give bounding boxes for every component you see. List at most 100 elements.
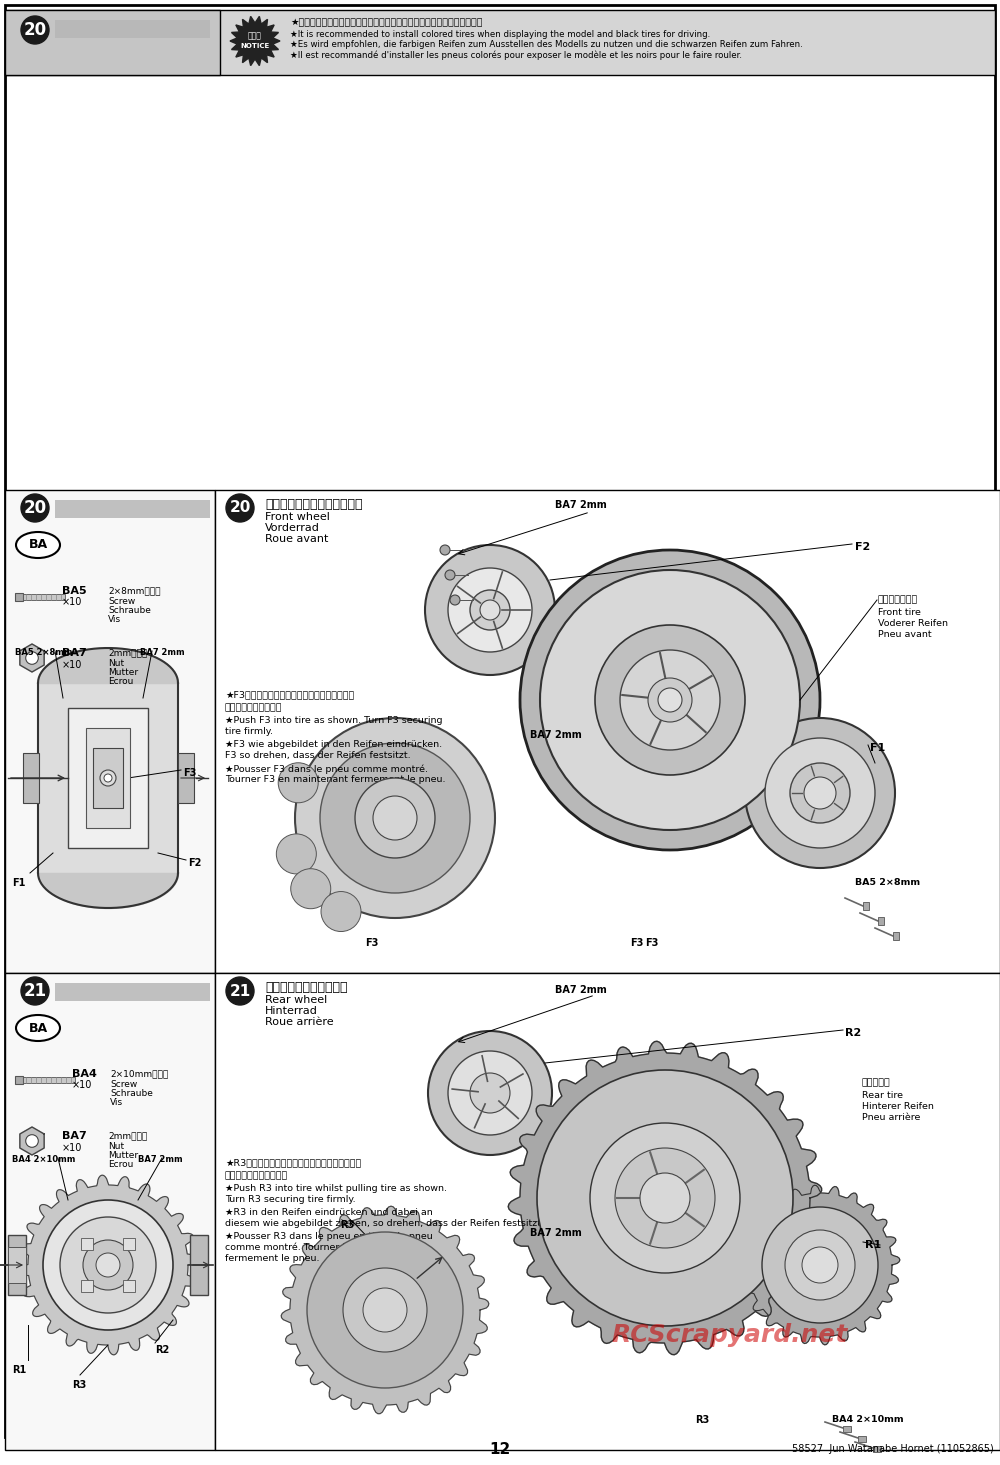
Circle shape	[790, 763, 850, 823]
Bar	[5, 10, 220, 75]
Circle shape	[276, 834, 316, 875]
Bar	[86, 728, 130, 828]
Circle shape	[440, 545, 450, 555]
Text: BA4 2×10mm: BA4 2×10mm	[12, 1154, 75, 1165]
Text: 21: 21	[229, 983, 251, 999]
Text: F3: F3	[183, 768, 196, 778]
Text: Screw: Screw	[108, 598, 135, 607]
Ellipse shape	[16, 532, 60, 558]
Text: リヤタイヤ: リヤタイヤ	[862, 1078, 891, 1087]
Circle shape	[83, 1239, 133, 1291]
Text: BA7 2mm: BA7 2mm	[530, 730, 582, 740]
Text: フロントタイヤ: フロントタイヤ	[878, 595, 918, 604]
Circle shape	[470, 1072, 510, 1113]
Text: ★Pousser F3 dans le pneu comme montré.: ★Pousser F3 dans le pneu comme montré.	[225, 765, 428, 774]
Text: Rear wheel: Rear wheel	[265, 995, 327, 1005]
Bar	[863, 902, 869, 910]
Circle shape	[590, 1124, 740, 1273]
Bar	[23, 593, 65, 601]
Text: Rear tire: Rear tire	[862, 1091, 903, 1100]
Bar	[843, 1425, 851, 1431]
Circle shape	[291, 869, 331, 908]
Text: BA7 2mm: BA7 2mm	[555, 500, 607, 510]
Text: フロントホイールの組み立て: フロントホイールの組み立て	[265, 498, 362, 511]
Circle shape	[321, 892, 361, 932]
Text: R1: R1	[865, 1239, 881, 1250]
Text: Vis: Vis	[110, 1097, 123, 1108]
Text: R2: R2	[155, 1345, 169, 1355]
Text: BA5 2×8mm: BA5 2×8mm	[15, 648, 72, 656]
Text: 58527  Jun Watanabe Hornet (11052865): 58527 Jun Watanabe Hornet (11052865)	[792, 1444, 994, 1453]
Text: ★Es wird empfohlen, die farbigen Reifen zum Ausstellen des Modells zu nutzen und: ★Es wird empfohlen, die farbigen Reifen …	[290, 40, 803, 48]
Text: し込み、ひねります。: し込み、ひねります。	[225, 703, 283, 712]
Circle shape	[450, 595, 460, 605]
Circle shape	[26, 652, 38, 664]
Circle shape	[295, 718, 495, 919]
Bar	[123, 1238, 135, 1250]
Bar	[15, 1075, 23, 1084]
Circle shape	[445, 570, 455, 580]
Circle shape	[448, 568, 532, 652]
Text: ★Push F3 into tire as shown. Turn F3 securing: ★Push F3 into tire as shown. Turn F3 sec…	[225, 716, 442, 725]
Circle shape	[373, 795, 417, 839]
Text: F2: F2	[188, 858, 201, 867]
Bar	[55, 21, 210, 38]
Text: Roue arrière: Roue arrière	[265, 1017, 334, 1027]
Text: ★F3 wie abgebildet in den Reifen eindrücken.: ★F3 wie abgebildet in den Reifen eindrüc…	[225, 740, 442, 749]
Bar	[55, 500, 210, 519]
Circle shape	[762, 1207, 878, 1323]
Bar	[81, 1280, 93, 1292]
Text: Vorderrad: Vorderrad	[265, 523, 320, 533]
Bar	[5, 489, 215, 973]
Text: 2×8mm丸ビス: 2×8mm丸ビス	[108, 586, 160, 595]
Text: ×10: ×10	[62, 1143, 82, 1153]
Text: BA5: BA5	[62, 586, 87, 596]
Circle shape	[745, 718, 895, 867]
Circle shape	[658, 689, 682, 712]
Circle shape	[104, 774, 112, 782]
Text: Mutter: Mutter	[108, 668, 138, 677]
Circle shape	[355, 778, 435, 858]
Text: Nut: Nut	[108, 659, 124, 668]
Text: BA7 2mm: BA7 2mm	[530, 1228, 582, 1238]
Text: 20: 20	[23, 21, 47, 40]
Text: BA: BA	[28, 1021, 48, 1034]
Circle shape	[537, 1069, 793, 1326]
Text: comme montré. Tourner R3 en maintenant: comme montré. Tourner R3 en maintenant	[225, 1242, 428, 1253]
Circle shape	[96, 1253, 120, 1277]
Text: RCScrapyard.net: RCScrapyard.net	[612, 1323, 848, 1346]
Text: Schraube: Schraube	[110, 1088, 153, 1097]
Text: F2: F2	[855, 542, 870, 552]
Text: ★Push R3 into tire whilst pulling tire as shown.: ★Push R3 into tire whilst pulling tire a…	[225, 1184, 447, 1193]
Text: Turn R3 securing tire firmly.: Turn R3 securing tire firmly.	[225, 1195, 356, 1204]
Text: ×10: ×10	[72, 1080, 92, 1090]
Text: BA7 2mm: BA7 2mm	[138, 1154, 183, 1165]
Polygon shape	[740, 1185, 900, 1345]
Text: 注意！: 注意！	[248, 32, 262, 41]
Text: Ecrou: Ecrou	[108, 1160, 133, 1169]
Bar	[23, 753, 39, 803]
Text: Pneu avant: Pneu avant	[878, 630, 932, 639]
Text: R1: R1	[12, 1365, 26, 1376]
Text: BA4 2×10mm: BA4 2×10mm	[832, 1415, 904, 1424]
Bar	[5, 973, 215, 1450]
Circle shape	[448, 1050, 532, 1135]
Text: BA5 2×8mm: BA5 2×8mm	[855, 878, 920, 886]
Bar	[893, 932, 899, 941]
Text: Ecrou: Ecrou	[108, 677, 133, 686]
Polygon shape	[281, 1206, 489, 1414]
Text: BA7: BA7	[62, 1131, 87, 1141]
Circle shape	[60, 1217, 156, 1313]
Text: F1: F1	[12, 878, 25, 888]
Text: Screw: Screw	[110, 1080, 137, 1088]
Polygon shape	[20, 1127, 44, 1154]
Circle shape	[520, 549, 820, 850]
Bar	[215, 489, 1000, 973]
Text: 12: 12	[489, 1442, 511, 1456]
Text: ★R3をタイヤに押し込みます。タイヤを広げなが: ★R3をタイヤに押し込みます。タイヤを広げなが	[225, 1157, 361, 1168]
Circle shape	[470, 590, 510, 630]
Circle shape	[648, 678, 692, 722]
Bar	[93, 749, 123, 809]
Text: ×10: ×10	[62, 598, 82, 607]
Circle shape	[307, 1232, 463, 1387]
